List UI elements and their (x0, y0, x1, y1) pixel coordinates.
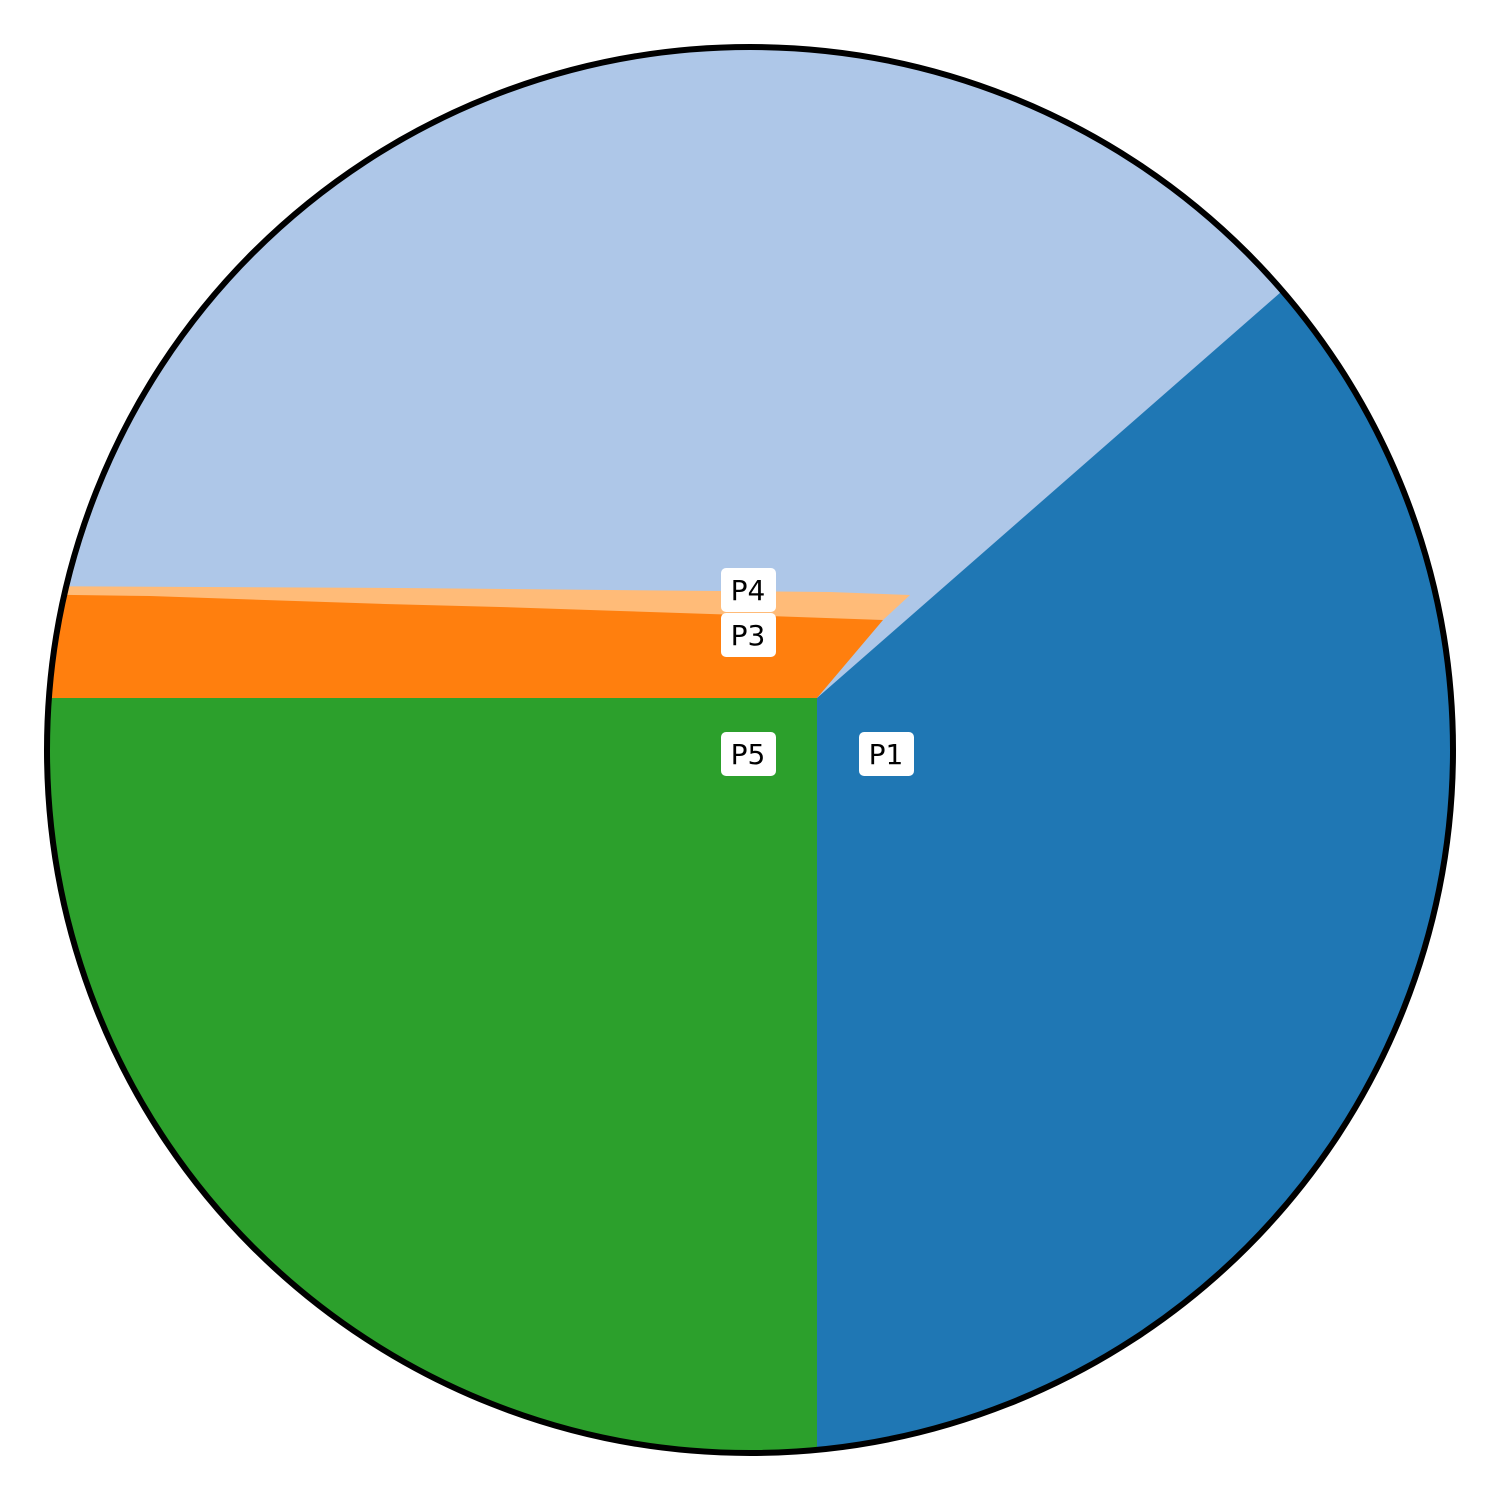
label-p1: P1 (869, 738, 904, 771)
region-p3 (47, 594, 883, 698)
label-p4: P4 (731, 574, 766, 607)
label-p5: P5 (731, 738, 766, 771)
circle-outline (44, 44, 1456, 1456)
label-p5-box (721, 732, 776, 776)
label-p1-box (859, 732, 914, 776)
region-p4 (47, 586, 910, 620)
label-p5-group: P5 (721, 732, 776, 776)
label-p3: P3 (731, 619, 766, 652)
label-p4-group: P4 (721, 568, 776, 612)
label-p4-box (721, 568, 776, 612)
label-p3-group: P3 (721, 613, 776, 657)
label-p3-box (721, 613, 776, 657)
label-p1-group: P1 (859, 732, 914, 776)
region-p5 (47, 698, 817, 1453)
